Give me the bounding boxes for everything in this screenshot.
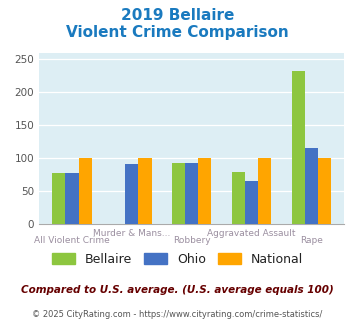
Bar [292,71,305,224]
Bar [305,148,318,224]
Text: 2019 Bellaire: 2019 Bellaire [121,8,234,23]
Bar [138,158,152,224]
Bar [232,172,245,224]
Legend: Bellaire, Ohio, National: Bellaire, Ohio, National [52,253,303,266]
Text: Violent Crime Comparison: Violent Crime Comparison [66,25,289,40]
Bar [65,173,78,224]
Bar [125,164,138,224]
Text: Rape: Rape [300,236,323,245]
Bar [318,158,331,224]
Bar [245,181,258,224]
Text: Robbery: Robbery [173,236,211,245]
Text: © 2025 CityRating.com - https://www.cityrating.com/crime-statistics/: © 2025 CityRating.com - https://www.city… [32,310,323,319]
Text: All Violent Crime: All Violent Crime [34,236,110,245]
Bar [185,163,198,224]
Text: Compared to U.S. average. (U.S. average equals 100): Compared to U.S. average. (U.S. average … [21,285,334,295]
Bar [78,158,92,224]
Bar [258,158,271,224]
Bar [198,158,212,224]
Text: Aggravated Assault: Aggravated Assault [207,229,296,238]
Bar [52,173,65,224]
Text: Murder & Mans...: Murder & Mans... [93,229,170,238]
Bar [172,163,185,224]
